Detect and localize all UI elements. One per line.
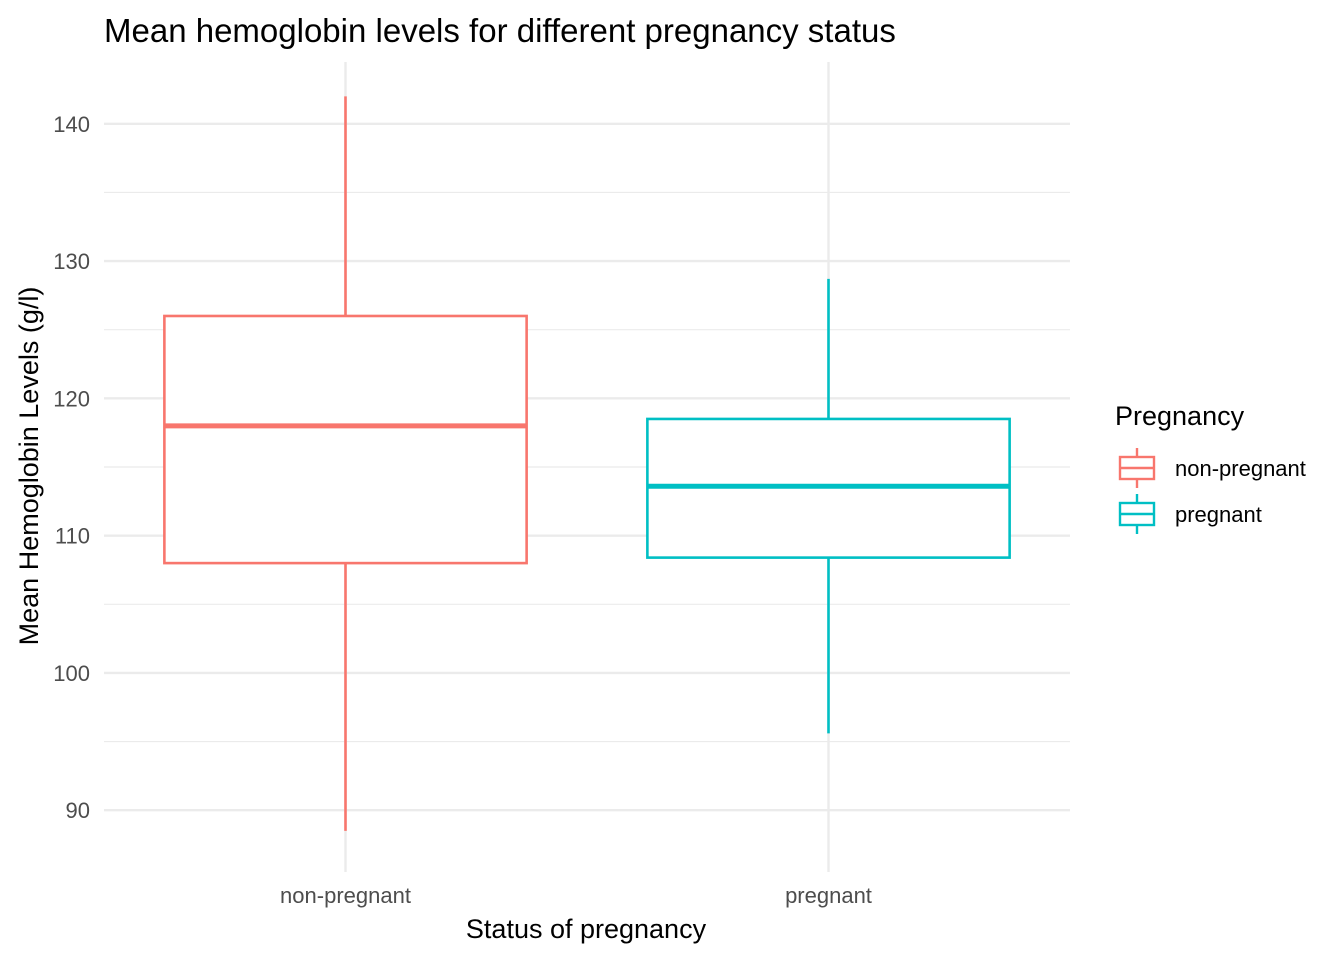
box-marks <box>163 96 1011 831</box>
y-tick-label: 130 <box>53 249 90 274</box>
y-tick-label: 140 <box>53 112 90 137</box>
x-tick-labels: non-pregnant pregnant <box>280 883 872 908</box>
legend-label: pregnant <box>1175 502 1262 527</box>
x-axis-title: Status of pregnancy <box>466 914 707 944</box>
chart-title: Mean hemoglobin levels for different pre… <box>104 12 896 49</box>
y-tick-label: 90 <box>66 798 90 823</box>
x-tick-label: non-pregnant <box>280 883 411 908</box>
legend-item-non-pregnant: non-pregnant <box>1118 448 1306 488</box>
y-axis-title: Mean Hemoglobin Levels (g/l) <box>14 287 44 646</box>
legend-item-pregnant: pregnant <box>1118 494 1262 534</box>
x-tick-label: pregnant <box>785 883 872 908</box>
box-non-pregnant <box>163 96 528 831</box>
y-tick-labels: 90 100 110 120 130 140 <box>53 112 90 823</box>
legend: Pregnancy non-pregnant pregnant <box>1115 401 1306 534</box>
y-tick-label: 100 <box>53 661 90 686</box>
box-pregnant <box>646 278 1011 734</box>
y-tick-label: 110 <box>55 524 90 549</box>
y-tick-label: 120 <box>53 386 90 411</box>
legend-label: non-pregnant <box>1175 456 1306 481</box>
legend-title: Pregnancy <box>1115 401 1245 431</box>
iqr-box <box>163 314 528 565</box>
